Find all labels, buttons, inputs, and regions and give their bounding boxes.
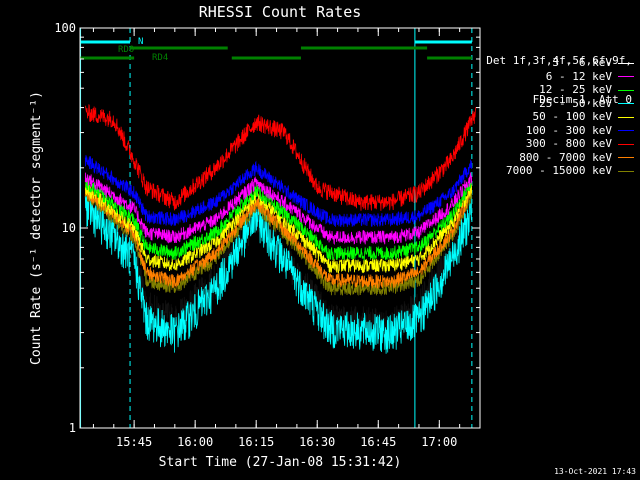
series-line bbox=[84, 176, 473, 262]
legend-label: 25 - 50 keV bbox=[539, 96, 612, 110]
legend-label: 100 - 300 keV bbox=[525, 123, 612, 137]
annotation-n: N bbox=[138, 37, 143, 47]
legend-swatch bbox=[618, 76, 634, 77]
x-tick-label: 16:45 bbox=[360, 435, 396, 449]
legend-header-line-1: Det 1f,3f,4f,5f,6f,9f, bbox=[486, 54, 632, 67]
legend-entry: 6 - 12 keV bbox=[546, 70, 634, 83]
legend-label: 7000 - 15000 keV bbox=[506, 164, 612, 177]
legend-swatch bbox=[618, 116, 634, 118]
legend-swatch bbox=[618, 89, 634, 91]
legend-entry: 100 - 300 keV bbox=[526, 124, 634, 137]
annotation-rd4: RD4 bbox=[152, 53, 168, 63]
legend-entry: 50 - 100 keV bbox=[533, 110, 634, 123]
legend-entry: 3 - 6 keV bbox=[552, 56, 634, 69]
footer-timestamp: 13-Oct-2021 17:43 bbox=[554, 467, 636, 476]
x-tick-label: 16:00 bbox=[177, 435, 213, 449]
legend-label: 300 - 800 keV bbox=[525, 137, 612, 150]
series-line bbox=[85, 104, 476, 211]
y-axis: 1 10 100 bbox=[54, 21, 480, 435]
legend-entry: 300 - 800 keV bbox=[526, 137, 634, 150]
x-tick-label: 17:00 bbox=[421, 435, 457, 449]
legend-header: Det 1f,3f,4f,5f,6f,9f, FDecim 1, Att 0 bbox=[486, 28, 632, 119]
x-tick-label: 16:15 bbox=[238, 435, 274, 449]
legend-label: 12 - 25 keV bbox=[539, 83, 612, 96]
legend-swatch bbox=[618, 170, 634, 172]
x-tick-label: 15:45 bbox=[116, 435, 152, 449]
chart-title: RHESSI Count Rates bbox=[199, 3, 362, 21]
legend-swatch bbox=[618, 62, 634, 64]
y-tick-label: 100 bbox=[54, 21, 76, 35]
legend-entry: 12 - 25 keV bbox=[539, 83, 634, 96]
legend-label: 6 - 12 keV bbox=[545, 69, 612, 83]
y-tick-label: 10 bbox=[62, 221, 76, 235]
legend-entry: 7000 - 15000 keV bbox=[506, 164, 634, 177]
legend-label: 3 - 6 keV bbox=[552, 56, 612, 69]
series-line bbox=[84, 182, 473, 275]
legend-swatch bbox=[618, 157, 634, 158]
legend-swatch bbox=[618, 103, 634, 104]
y-axis-label: Count Rate (s⁻¹ detector segment⁻¹) bbox=[29, 91, 44, 365]
x-axis-label: Start Time (27-Jan-08 15:31:42) bbox=[159, 455, 402, 470]
annotation-rd0: RD0 bbox=[118, 45, 134, 55]
legend-entry: 800 - 7000 keV bbox=[519, 151, 634, 164]
legend-swatch bbox=[618, 143, 634, 145]
legend-entry: 25 - 50 keV bbox=[539, 97, 634, 110]
y-tick-label: 1 bbox=[69, 421, 76, 435]
legend-swatch bbox=[618, 130, 634, 131]
plot-area bbox=[80, 28, 476, 428]
legend-label: 800 - 7000 keV bbox=[519, 150, 612, 164]
legend-header-line-2: FDecim 1, Att 0 bbox=[532, 93, 632, 106]
series-line bbox=[84, 191, 473, 354]
legend-label: 50 - 100 keV bbox=[532, 110, 612, 123]
series-line bbox=[84, 155, 473, 227]
x-axis: 15:45 16:00 16:15 16:30 16:45 17:00 bbox=[92, 28, 481, 449]
x-tick-label: 16:30 bbox=[299, 435, 335, 449]
series-line bbox=[84, 172, 473, 245]
